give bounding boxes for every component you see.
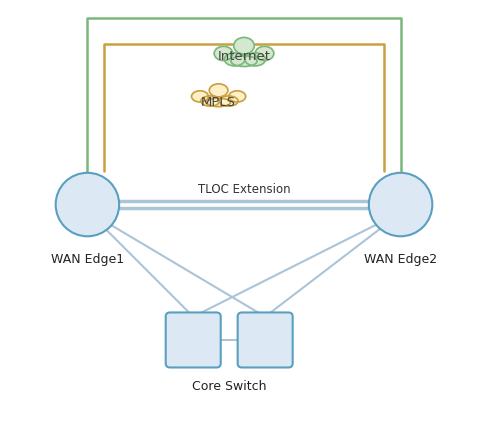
Ellipse shape xyxy=(234,37,254,54)
Ellipse shape xyxy=(201,96,220,106)
Text: MPLS: MPLS xyxy=(201,96,236,109)
Ellipse shape xyxy=(220,96,238,106)
Circle shape xyxy=(56,173,119,236)
Ellipse shape xyxy=(245,53,265,66)
Ellipse shape xyxy=(191,91,208,102)
Text: Core Switch: Core Switch xyxy=(192,380,266,393)
FancyBboxPatch shape xyxy=(166,312,221,368)
Ellipse shape xyxy=(224,53,245,66)
Text: WAN Edge1: WAN Edge1 xyxy=(51,253,124,266)
Ellipse shape xyxy=(209,84,228,97)
Text: WAN Edge2: WAN Edge2 xyxy=(364,253,437,266)
Ellipse shape xyxy=(214,46,233,60)
Ellipse shape xyxy=(229,91,245,102)
Ellipse shape xyxy=(231,56,257,66)
Ellipse shape xyxy=(207,98,230,106)
Circle shape xyxy=(369,173,432,236)
Text: TLOC Extension: TLOC Extension xyxy=(198,183,290,196)
FancyBboxPatch shape xyxy=(238,312,293,368)
Ellipse shape xyxy=(255,46,274,60)
Text: Internet: Internet xyxy=(218,50,270,63)
